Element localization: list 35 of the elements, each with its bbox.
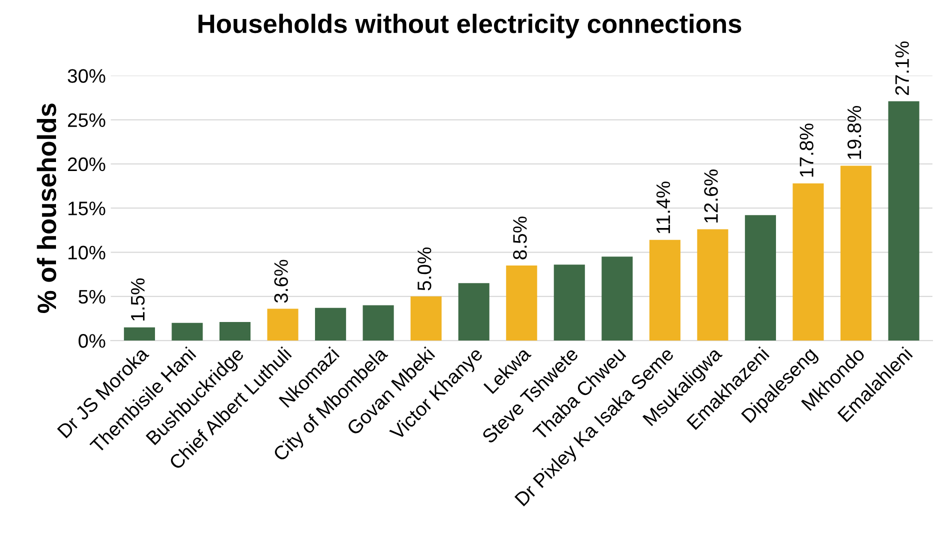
data-label: 17.8% — [800, 124, 814, 177]
data-label: 11.4% — [656, 182, 670, 234]
bar — [362, 305, 394, 341]
y-tick-label: 25% — [68, 113, 106, 128]
chart-title: Households without electricity connections — [198, 14, 742, 38]
data-label: 8.5% — [513, 216, 527, 260]
y-axis-title: % of households — [36, 104, 56, 313]
bar — [172, 322, 203, 341]
bar — [697, 229, 728, 341]
bar — [458, 283, 490, 341]
y-tick-label: 20% — [68, 157, 106, 172]
data-label: 1.5% — [131, 278, 145, 321]
data-label: 27.1% — [895, 41, 909, 95]
bar — [792, 183, 824, 341]
bar — [888, 101, 920, 341]
bar — [602, 256, 633, 341]
bar — [744, 215, 776, 341]
data-label: 5.0% — [418, 247, 432, 290]
data-label: 12.6% — [704, 170, 718, 223]
bar — [124, 327, 155, 341]
bar — [649, 240, 680, 341]
bar — [840, 166, 872, 341]
bar — [410, 296, 442, 341]
y-tick-label: 5% — [78, 290, 106, 304]
y-tick-label: 15% — [68, 202, 106, 216]
y-tick-label: 0% — [78, 334, 106, 348]
y-tick-label: 10% — [68, 246, 106, 260]
data-label: 19.8% — [847, 106, 862, 159]
data-label: 3.6% — [274, 260, 288, 303]
bar — [267, 308, 298, 341]
y-tick-label: 30% — [68, 69, 106, 83]
bar — [219, 322, 251, 341]
bar — [506, 266, 538, 341]
bar — [554, 264, 585, 341]
bar — [315, 308, 346, 341]
